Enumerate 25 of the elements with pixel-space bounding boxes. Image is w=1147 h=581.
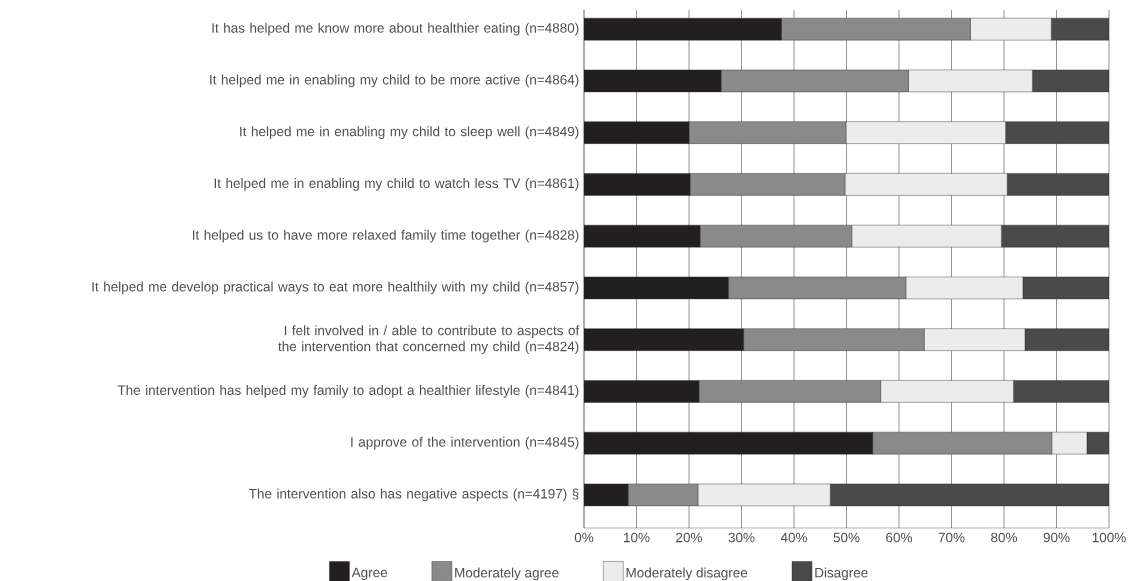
x-tick-label: 20%	[676, 532, 703, 543]
x-tick-label: 80%	[991, 532, 1018, 543]
y-tick-label: It helped me in enabling my child to watch less TV (n=4861)	[214, 178, 579, 191]
y-tick-label: The intervention has helped my family to adopt a healthier lifestyle (n=4841)	[117, 385, 579, 398]
x-tick-label: 30%	[728, 532, 755, 543]
y-tick-label: It helped me develop practical ways to eat more healthily with my child (n=4857)	[92, 281, 579, 295]
y-tick-label: The intervention also has negative aspects (n=4197) §	[249, 488, 579, 502]
x-tick-label: 10%	[624, 532, 650, 543]
legend-label: Agree	[351, 567, 388, 580]
x-tick-label: 100%	[1092, 532, 1126, 543]
legend-label: Moderately disagree	[626, 567, 748, 581]
y-tick-label: It helped me in enabling my child to be more active (n=4864)	[210, 74, 579, 88]
y-tick-label: It has helped me know more about healthier eating (n=4880)	[212, 22, 579, 36]
y-tick-label: It helped me in enabling my child to sleep well (n=4849)	[240, 126, 579, 139]
y-tick-label: I felt involved in / able to contribute to aspects of the intervention that concerned my child (n=4824)	[278, 325, 580, 354]
legend-label: Moderately agree	[455, 567, 559, 581]
legend-label: Disagree	[815, 567, 868, 581]
x-tick-label: 70%	[938, 532, 965, 543]
y-tick-label: It helped us to have more relaxed family time together (n=4828)	[192, 229, 579, 243]
x-tick-label: 40%	[780, 532, 808, 543]
x-tick-label: 50%	[833, 532, 860, 543]
y-tick-label: I approve of the intervention (n=4845)	[351, 436, 579, 450]
x-tick-label: 90%	[1043, 532, 1070, 543]
x-tick-label: 0%	[574, 532, 594, 543]
x-tick-label: 60%	[886, 532, 913, 543]
